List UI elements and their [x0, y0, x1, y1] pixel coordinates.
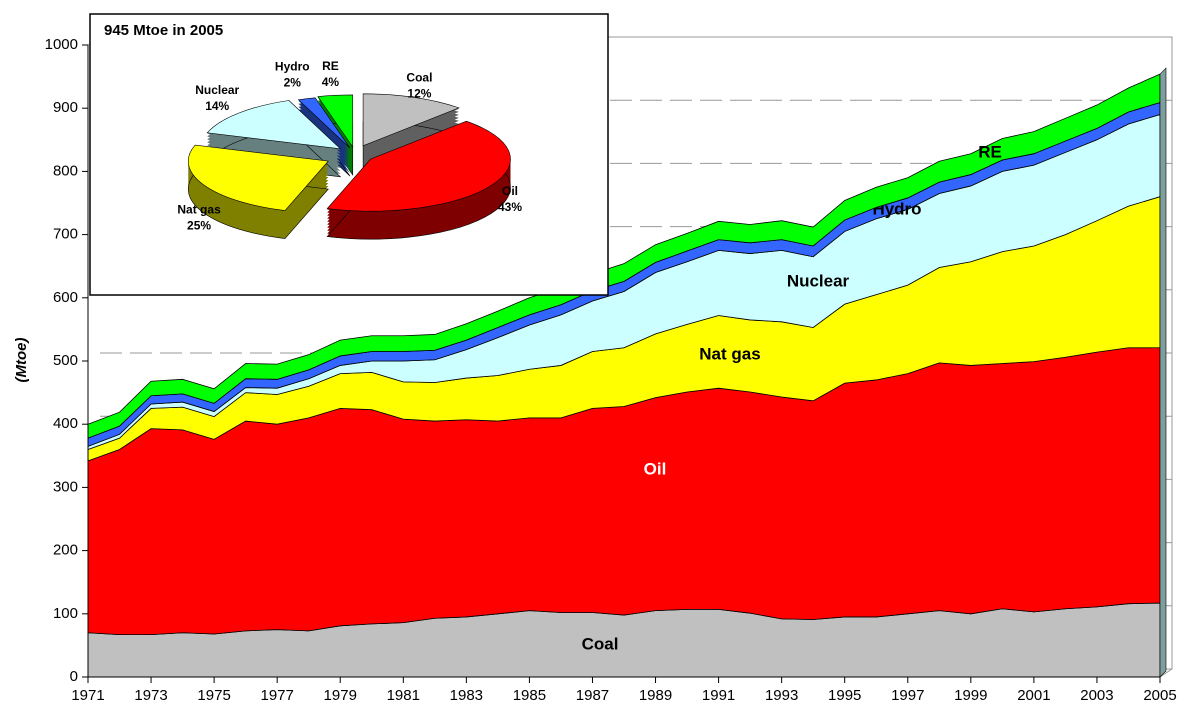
pie-label: Hydro	[275, 59, 310, 73]
x-tick-label: 1981	[387, 687, 420, 704]
pie-slice-side	[298, 101, 351, 153]
series-label: Nat gas	[699, 344, 760, 363]
x-tick-label: 1995	[828, 687, 861, 704]
x-tick-label: 2001	[1017, 687, 1050, 704]
pie-slice	[317, 94, 354, 148]
x-tick-label: 1983	[450, 687, 483, 704]
pie-slice	[188, 144, 329, 211]
y-tick-label: 800	[53, 162, 78, 179]
pie-slice	[297, 97, 351, 149]
pie-title: 945 Mtoe in 2005	[104, 22, 223, 39]
y-tick-label: 0	[70, 668, 78, 685]
x-tick-label: 1991	[702, 687, 735, 704]
y-tick-label: 400	[53, 415, 78, 432]
pie-value-label: 14%	[205, 99, 229, 113]
y-tick-label: 500	[53, 352, 78, 369]
pie-slice-side	[298, 104, 351, 156]
x-tick-label: 1975	[197, 687, 230, 704]
x-tick-label: 1989	[639, 687, 672, 704]
pie-slice-side	[188, 172, 329, 239]
series-label: Coal	[582, 634, 619, 653]
pie-label: Oil	[502, 184, 518, 198]
x-tick-label: 1997	[891, 687, 924, 704]
series-label: Nuclear	[787, 271, 850, 290]
pie-label: Coal	[406, 71, 432, 85]
x-tick-label: 2005	[1143, 687, 1176, 704]
x-tick-label: 1999	[954, 687, 987, 704]
y-tick-label: 700	[53, 226, 78, 243]
series-label: RE	[978, 142, 1002, 161]
x-tick-label: 2003	[1080, 687, 1113, 704]
y-tick-label: 900	[53, 99, 78, 116]
y-tick-label: 100	[53, 605, 78, 622]
pie-label: Nat gas	[177, 203, 221, 217]
x-tick-label: 1979	[324, 687, 357, 704]
x-tick-label: 1993	[765, 687, 798, 704]
x-tick-label: 1973	[134, 687, 167, 704]
pie-slice	[206, 100, 342, 150]
y-tick-label: 200	[53, 542, 78, 559]
pie-slice	[362, 93, 460, 147]
x-tick-label: 1985	[513, 687, 546, 704]
x-tick-label: 1971	[71, 687, 104, 704]
x-tick-label: 1977	[260, 687, 293, 704]
pie-slice	[326, 120, 511, 212]
pie-value-label: 43%	[498, 200, 522, 214]
y-axis-label: (Mtoe)	[13, 338, 30, 383]
pie-label: Nuclear	[195, 83, 239, 97]
pie-value-label: 4%	[322, 75, 340, 89]
y-tick-label: 600	[53, 289, 78, 306]
y-tick-label: 300	[53, 478, 78, 495]
x-tick-label: 1987	[576, 687, 609, 704]
pie-value-label: 25%	[187, 219, 211, 233]
side-edge	[1159, 67, 1167, 678]
y-tick-label: 1000	[45, 36, 78, 53]
series-label: Oil	[644, 459, 667, 478]
pie-value-label: 12%	[407, 87, 431, 101]
pie-value-label: 2%	[284, 75, 302, 89]
pie-label: RE	[322, 59, 339, 73]
